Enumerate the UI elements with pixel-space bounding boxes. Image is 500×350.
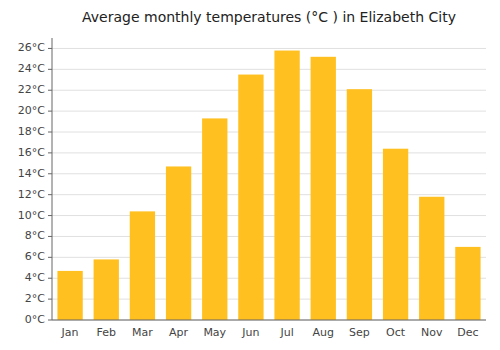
y-tick-label: 16°C	[18, 146, 45, 159]
bar	[383, 149, 408, 320]
bar	[347, 89, 372, 320]
y-tick-label: 6°C	[25, 250, 45, 263]
y-tick	[48, 320, 52, 321]
y-tick-label: 4°C	[25, 271, 45, 284]
y-tick	[48, 194, 52, 195]
y-tick	[48, 278, 52, 279]
bars	[57, 51, 480, 320]
title: Average monthly temperatures (°C ) in El…	[82, 9, 456, 25]
y-axis-line	[52, 38, 53, 320]
x-tick-label: Sep	[349, 326, 370, 339]
bar	[455, 247, 480, 320]
y-tick	[48, 299, 52, 300]
grid-line	[52, 111, 486, 112]
y-tick-label: 2°C	[25, 292, 45, 305]
y-tick	[48, 152, 52, 153]
bar	[202, 118, 227, 320]
grid-line	[52, 152, 486, 153]
x-tick-label: Nov	[421, 326, 443, 339]
x-tick-label: Jan	[61, 326, 79, 339]
y-tick-label: 10°C	[18, 209, 45, 222]
grid-line	[52, 132, 486, 133]
bar	[94, 259, 119, 320]
y-tick	[48, 48, 52, 49]
y-axis: 0°C 2°C 4°C 6°C 8°C 10°C 12°C 14°C 16°C 18°C 20°C 2…	[18, 38, 52, 326]
y-tick-label: 20°C	[18, 104, 45, 117]
y-tick-label: 26°C	[18, 41, 45, 54]
bar	[166, 166, 191, 320]
bar	[311, 57, 336, 320]
bar	[57, 271, 82, 320]
x-axis-line	[52, 320, 486, 321]
grid-line	[52, 69, 486, 70]
y-tick	[48, 215, 52, 216]
x-tick-label: Jul	[279, 326, 293, 339]
y-tick	[48, 132, 52, 133]
y-tick-label: 24°C	[18, 62, 45, 75]
x-tick-label: Apr	[169, 326, 189, 339]
bar	[238, 75, 263, 320]
x-tick-label: Aug	[313, 326, 334, 339]
y-tick	[48, 90, 52, 91]
y-tick-label: 8°C	[25, 229, 45, 242]
y-tick	[48, 111, 52, 112]
y-tick	[48, 236, 52, 237]
x-tick-label: Jun	[241, 326, 259, 339]
page: {"chart_data": {"type": "bar", "title": …	[0, 0, 500, 350]
y-tick	[48, 69, 52, 70]
grid	[52, 48, 486, 320]
grid-line	[52, 48, 486, 49]
x-tick-label: Feb	[97, 326, 116, 339]
x-tick-label: Oct	[386, 326, 406, 339]
grid-line	[52, 173, 486, 174]
x-tick-label: May	[203, 326, 226, 339]
bar	[274, 51, 299, 320]
x-tick-label: Mar	[132, 326, 153, 339]
bar	[130, 211, 155, 320]
x-tick-label: Dec	[457, 326, 478, 339]
chart-container: Average monthly temperatures (°C ) in El…	[0, 0, 500, 350]
y-tick-label: 18°C	[18, 125, 45, 138]
y-tick	[48, 257, 52, 258]
chart: Average monthly temperatures (°C ) in El…	[0, 0, 500, 350]
y-tick-label: 12°C	[18, 188, 45, 201]
grid-line	[52, 90, 486, 91]
bar	[419, 197, 444, 320]
y-tick-label: 0°C	[25, 313, 45, 326]
y-tick-label: 22°C	[18, 83, 45, 96]
y-tick-label: 14°C	[18, 167, 45, 180]
x-axis: Jan Feb Mar Apr May Jun Jul Aug Sep Oct Nov Dec	[52, 320, 486, 339]
y-tick	[48, 173, 52, 174]
grid-line	[52, 320, 486, 321]
grid-line	[52, 194, 486, 195]
